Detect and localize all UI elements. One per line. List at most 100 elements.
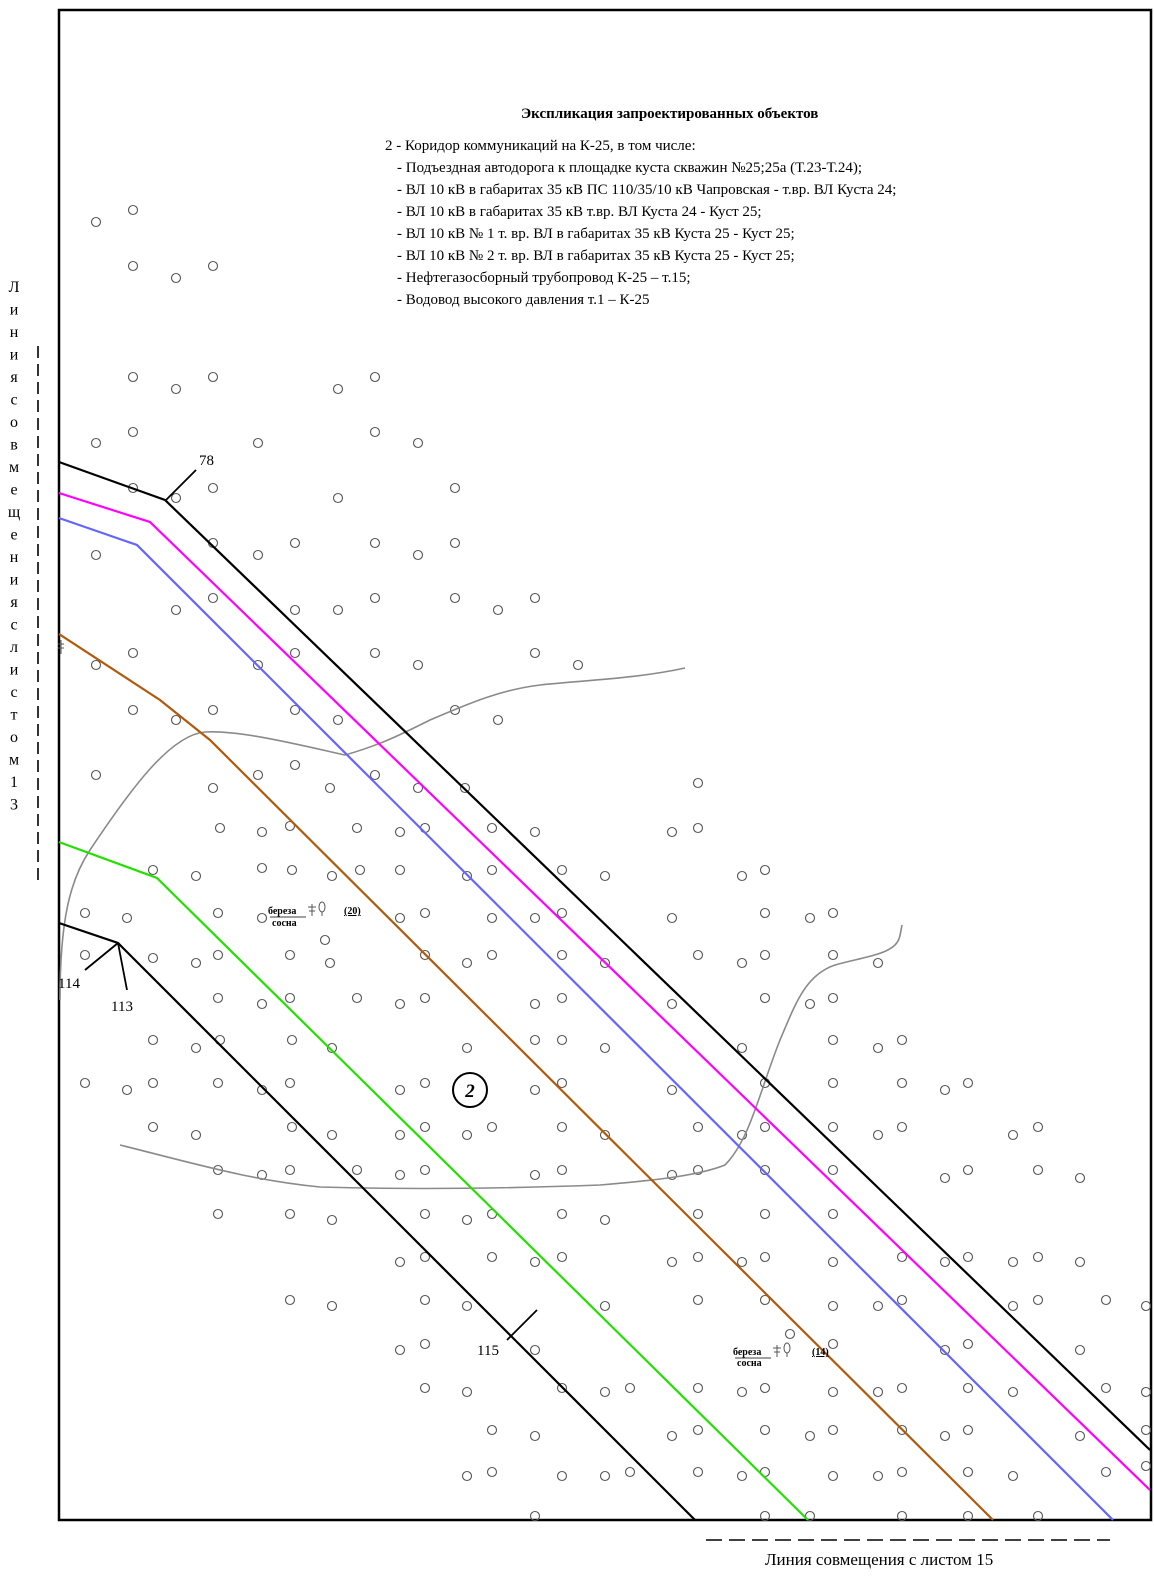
tree-symbol <box>1032 1251 1044 1263</box>
tree-symbol <box>939 1430 951 1442</box>
forest-species-top: береза <box>268 906 296 917</box>
forest-height: (20) <box>344 906 361 917</box>
tree-symbol <box>207 260 219 272</box>
tree-symbol <box>492 714 504 726</box>
tree-symbol <box>759 1164 771 1176</box>
tree-symbol <box>369 537 381 549</box>
tree-symbol <box>284 820 296 832</box>
point-label-115: 115 <box>477 1343 499 1359</box>
tree-symbol <box>599 1470 611 1482</box>
tree-symbol <box>351 992 363 1004</box>
tree-symbol <box>461 1300 473 1312</box>
tree-symbol <box>556 1251 568 1263</box>
tree-symbol <box>827 1034 839 1046</box>
tree-symbol <box>326 1214 338 1226</box>
tree-symbol <box>326 1300 338 1312</box>
tree-symbol <box>212 949 224 961</box>
tree-symbol <box>419 992 431 1004</box>
tree-symbol <box>284 1164 296 1176</box>
tree-symbol <box>556 1470 568 1482</box>
tree-symbol <box>449 482 461 494</box>
tree-symbol <box>827 1300 839 1312</box>
tree-symbol <box>419 1208 431 1220</box>
tree-symbol <box>289 759 301 771</box>
tree-symbol <box>419 1077 431 1089</box>
tree-symbol <box>827 1386 839 1398</box>
tree-symbol <box>692 949 704 961</box>
tree-symbol <box>121 912 133 924</box>
tree-symbol <box>354 864 366 876</box>
tree-symbol <box>326 1129 338 1141</box>
tree-symbol <box>486 1424 498 1436</box>
explication-line: - Подъездная автодорога к площадке куста… <box>397 160 862 176</box>
tree-symbol <box>759 1121 771 1133</box>
tree-symbol <box>872 957 884 969</box>
tree-symbol <box>170 714 182 726</box>
tree-symbol <box>759 1424 771 1436</box>
forest-species-top: береза <box>733 1347 761 1358</box>
tree-symbol <box>394 1169 406 1181</box>
tree-symbol <box>212 1077 224 1089</box>
tree-symbol <box>556 992 568 1004</box>
forest-height: (14) <box>812 1347 829 1358</box>
tree-symbol <box>461 1386 473 1398</box>
tree-symbol <box>486 822 498 834</box>
tree-symbol <box>827 1256 839 1268</box>
tree-symbol <box>736 1386 748 1398</box>
tree-symbol <box>461 1470 473 1482</box>
tree-symbol <box>962 1510 974 1522</box>
tree-symbol <box>332 492 344 504</box>
tree-symbol <box>212 992 224 1004</box>
tree-symbol <box>529 826 541 838</box>
tree-symbol <box>624 1466 636 1478</box>
tree-symbol <box>147 1034 159 1046</box>
tree-symbol <box>170 492 182 504</box>
tree-symbol <box>486 912 498 924</box>
tree-symbol <box>90 659 102 671</box>
tree-symbol <box>896 1294 908 1306</box>
tree-symbol <box>827 1077 839 1089</box>
tree-symbol <box>256 912 268 924</box>
tree-symbol <box>286 864 298 876</box>
tree-symbol <box>962 1164 974 1176</box>
explication-line: 2 - Коридор коммуникаций на К-25, в том … <box>385 138 696 154</box>
tree-symbol <box>962 1382 974 1394</box>
tree-symbol <box>90 769 102 781</box>
tree-symbol <box>90 549 102 561</box>
tree-symbol <box>147 1121 159 1133</box>
forest-symbols <box>79 204 1152 1522</box>
tree-symbol <box>939 1172 951 1184</box>
tree-symbol <box>599 1129 611 1141</box>
tree-icon <box>58 640 64 654</box>
tree-symbol <box>759 1208 771 1220</box>
tree-symbol <box>529 647 541 659</box>
tree-symbol <box>962 1077 974 1089</box>
tree-symbol <box>529 1430 541 1442</box>
tree-symbol <box>666 912 678 924</box>
tree-symbol <box>419 1121 431 1133</box>
tree-symbol <box>556 864 568 876</box>
tree-symbol <box>252 437 264 449</box>
tree-symbol <box>127 371 139 383</box>
corridor-boundary-upper <box>58 460 1151 1451</box>
tree-symbol <box>449 704 461 716</box>
tree-symbol <box>412 549 424 561</box>
tree-symbol <box>449 537 461 549</box>
contour-line-lower <box>119 924 903 1190</box>
tree-symbol <box>1140 1386 1152 1398</box>
tree-symbol <box>190 1129 202 1141</box>
tree-symbol <box>326 870 338 882</box>
tree-symbol <box>147 952 159 964</box>
tree-symbol <box>1007 1129 1019 1141</box>
tree-symbol <box>872 1386 884 1398</box>
point-label-78: 78 <box>199 453 214 469</box>
tree-symbol <box>827 907 839 919</box>
tree-symbol <box>666 1084 678 1096</box>
tree-symbol <box>394 1256 406 1268</box>
tree-symbol <box>419 1294 431 1306</box>
tree-symbol <box>666 1169 678 1181</box>
tree-symbol <box>284 1294 296 1306</box>
tree-symbol <box>394 1084 406 1096</box>
tree-symbol <box>784 1328 796 1340</box>
tree-symbol <box>351 822 363 834</box>
